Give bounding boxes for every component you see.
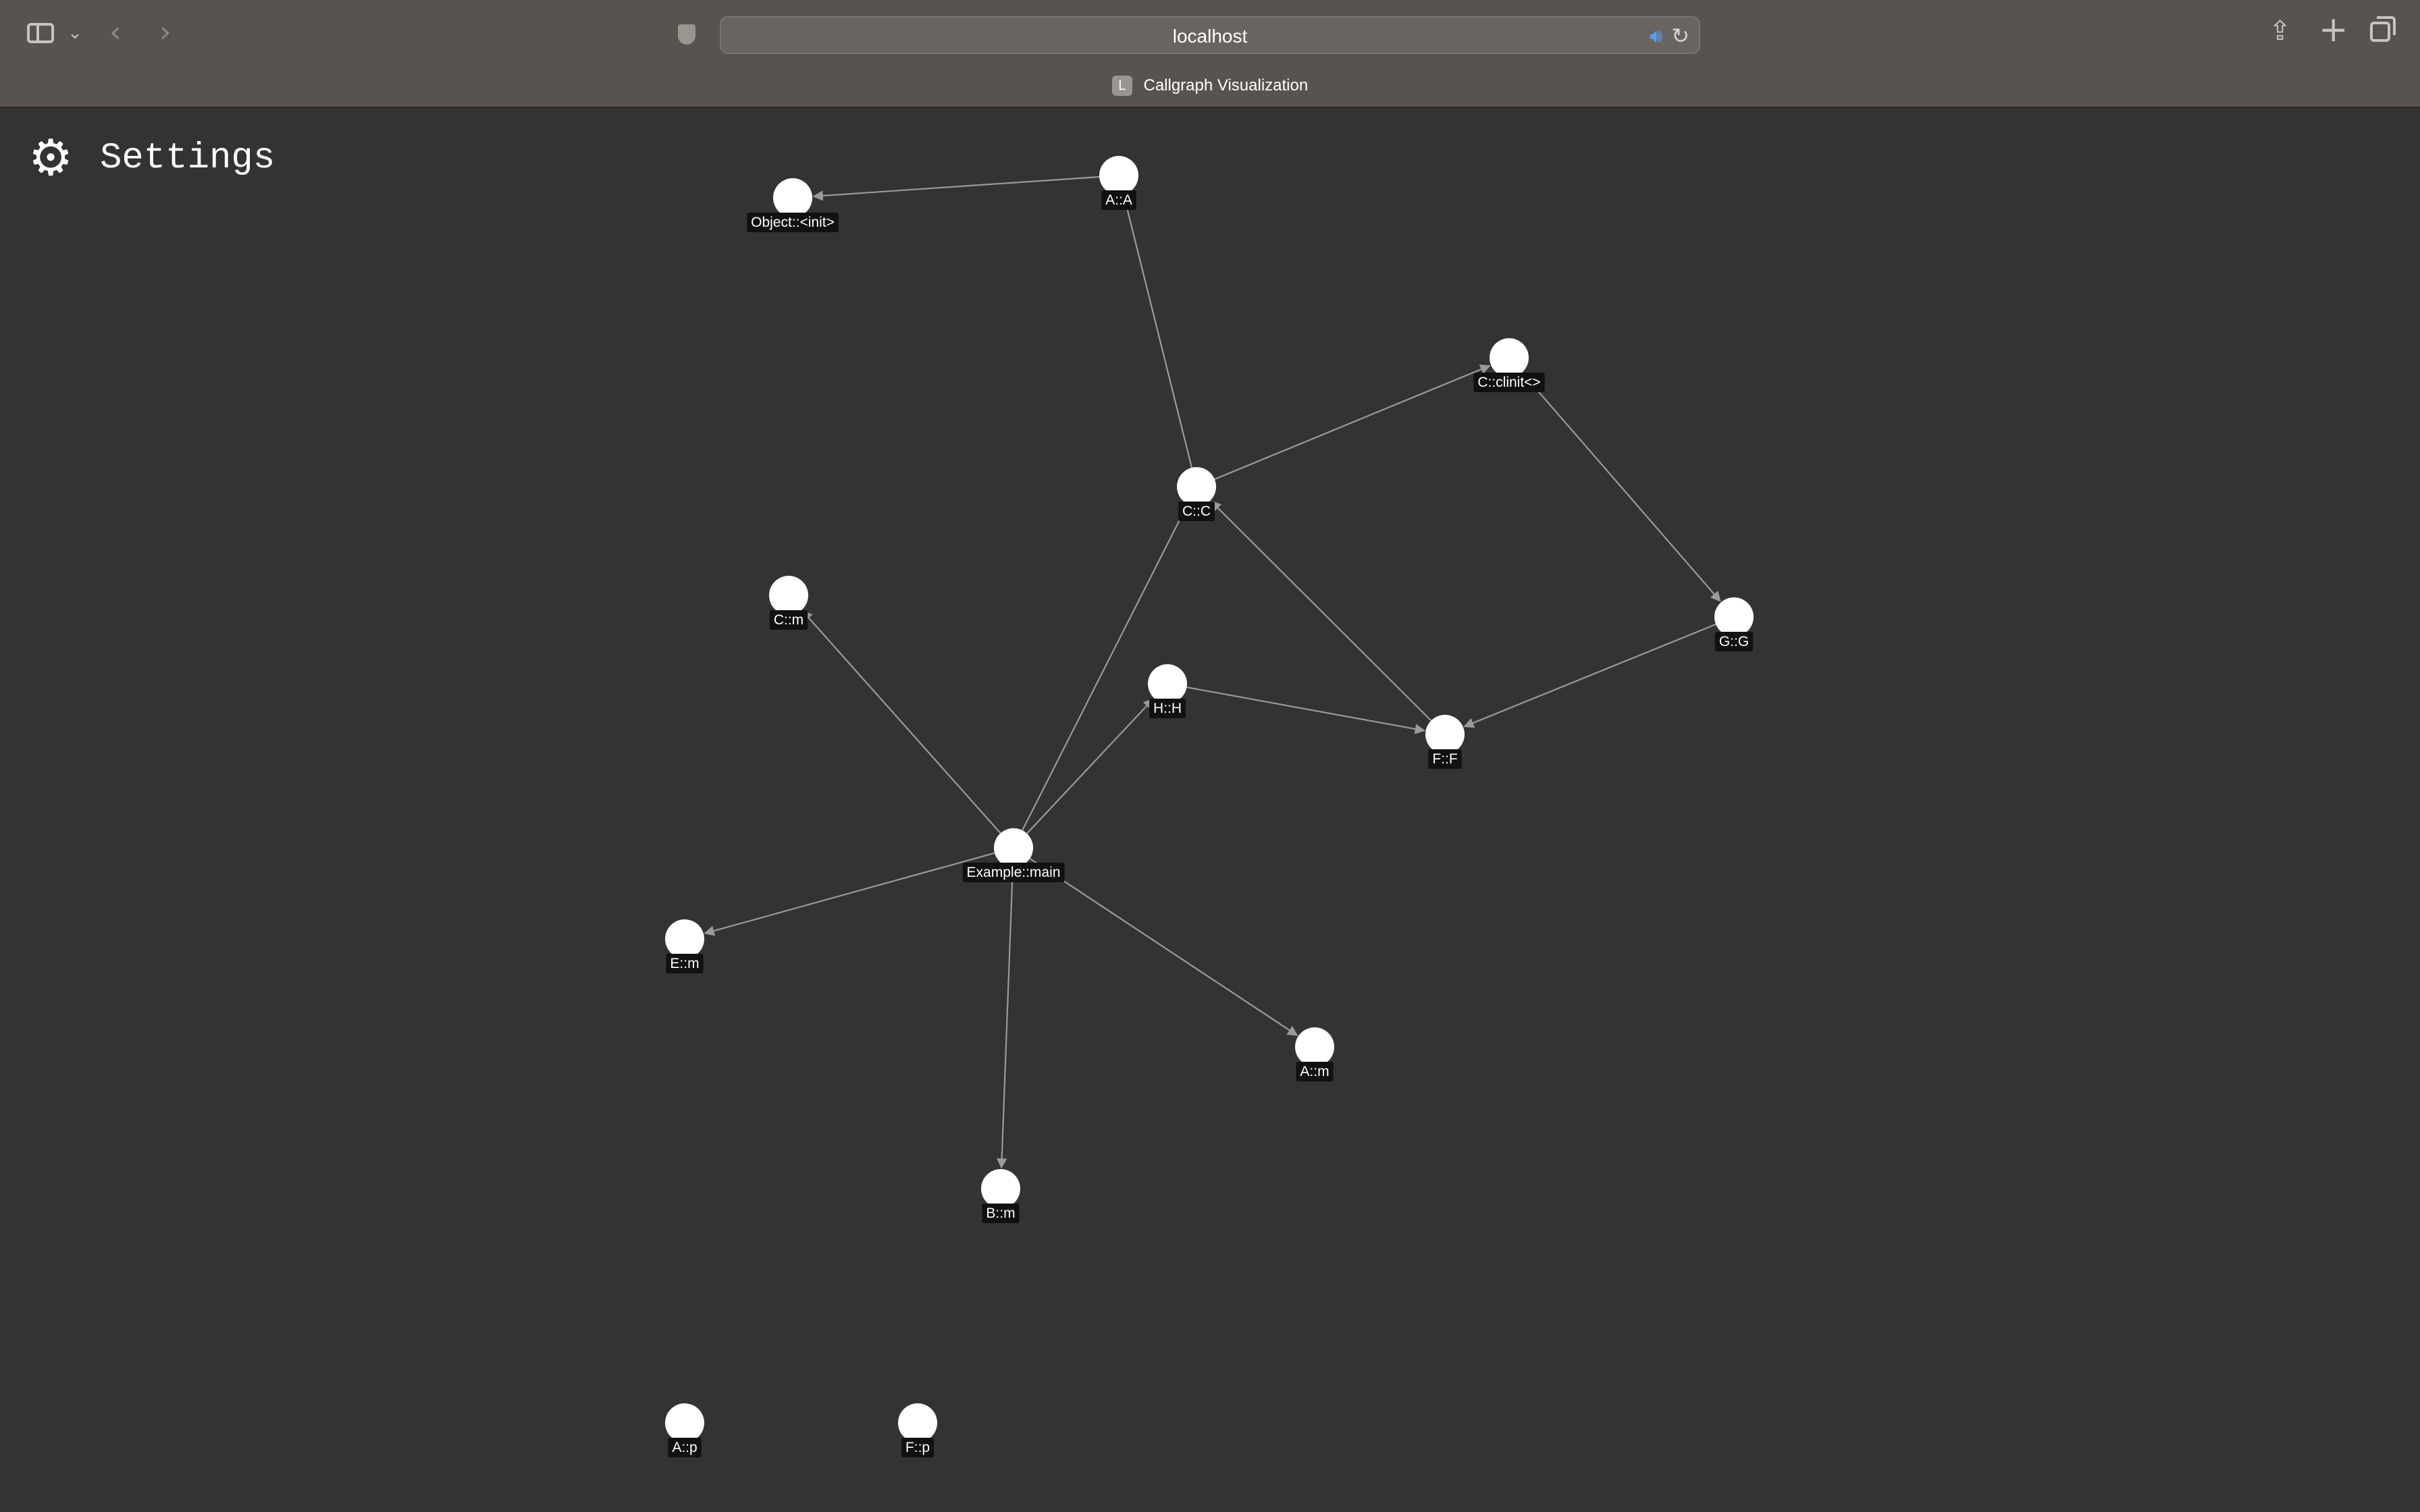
graph-edge-example_main-to-c_c [1022,504,1188,831]
new-tab-button[interactable]: + [2319,9,2348,50]
tab-overview-icon[interactable] [2370,16,2396,42]
graph-node-e_m[interactable]: E::m [665,919,704,973]
share-icon[interactable]: ⇪ [2269,16,2292,47]
graph-node-circle[interactable] [1177,467,1216,506]
tab-favicon-icon: L [1111,76,1132,96]
graph-node-label-background [1714,632,1754,651]
graph-edge-a_a-to-object_init [812,176,1100,201]
graph-node-label-background [1473,373,1545,392]
graph-edge-example_main-to-h_h [1026,698,1154,834]
settings-label: Settings [100,138,275,179]
graph-node-circle[interactable] [773,178,812,217]
graph-node-circle[interactable] [665,1403,704,1442]
graph-node-label-background [1101,190,1136,210]
audio-playing-icon[interactable]: 🔊︎ [1650,24,1662,48]
graph-node-object_init[interactable]: Object::<init> [747,178,839,232]
graph-node-label-background [982,1204,1020,1223]
graph-node-label: C::m [774,612,804,628]
forward-button[interactable]: › [159,15,172,49]
graph-node-c_clinit[interactable]: C::clinit<> [1473,338,1545,392]
graph-edge-example_main-to-e_m [704,852,995,936]
graph-node-label: A::p [672,1440,697,1455]
graph-node-label: C::clinit<> [1477,375,1540,390]
graph-node-circle[interactable] [1099,156,1138,195]
graph-node-a_p[interactable]: A::p [665,1403,704,1457]
graph-node-label-background [668,1438,702,1457]
graph-edge-example_main-to-c_m [801,610,1001,834]
graph-edge-f_f-to-c_c [1210,500,1432,722]
gear-icon[interactable]: ⚙ [28,129,74,187]
graph-node-circle[interactable] [1490,338,1529,377]
graph-edge-example_main-to-a_m [1029,858,1298,1036]
graph-node-label: A::m [1300,1064,1329,1079]
browser-toolbar: ⌄ ‹ › localhost 🔊︎ ↻ ⇪ + L Callgraph Vis… [0,0,2420,108]
privacy-shield-icon[interactable] [678,24,695,45]
graph-node-a_m[interactable]: A::m [1295,1027,1334,1081]
graph-node-c_c[interactable]: C::C [1177,467,1216,521]
graph-node-label: E::m [670,956,699,971]
graph-node-c_m[interactable]: C::m [769,576,808,630]
graph-node-circle[interactable] [994,828,1033,867]
address-text: localhost [1172,26,1248,47]
graph-edge-example_main-to-b_m [996,867,1014,1169]
graph-node-label: F::p [905,1440,930,1455]
graph-edge-c_c-to-c_clinit [1214,364,1491,480]
graph-node-circle[interactable] [1425,715,1465,754]
graph-node-label-background [747,213,839,232]
graph-node-label-background [666,954,704,973]
graph-node-label: Example::main [967,865,1061,880]
graph-node-label: F::F [1432,751,1457,767]
graph-edge-g_g-to-f_f [1463,623,1716,728]
graph-node-circle[interactable] [898,1403,937,1442]
graph-node-label: C::C [1182,504,1211,519]
graph-node-f_f[interactable]: F::F [1425,715,1465,769]
graph-node-label-background [1178,502,1215,521]
nodes-layer: Object::<init> A::AC::clinit<>C::CC::mG::… [665,156,1754,1457]
tab-active[interactable]: L Callgraph Visualization [0,76,2420,96]
graph-node-a_a[interactable]: A::A [1099,156,1138,210]
graph-edge-c_clinit-to-g_g [1521,372,1721,602]
graph-node-circle[interactable] [769,576,808,615]
back-button[interactable]: ‹ [109,15,122,49]
graph-node-label-background [901,1438,935,1457]
graph-node-example_main[interactable]: Example::main [962,828,1065,882]
graph-node-g_g[interactable]: G::G [1714,597,1754,651]
graph-node-circle[interactable] [1714,597,1754,637]
graph-node-circle[interactable] [665,919,704,959]
graph-node-label-background [962,863,1065,882]
graph-node-b_m[interactable]: B::m [981,1169,1020,1223]
sidebar-toggle-icon[interactable] [27,23,54,43]
graph-node-h_h[interactable]: H::H [1148,664,1187,718]
tab-title: Callgraph Visualization [1143,76,1309,94]
graph-node-label-background [1428,749,1462,769]
graph-node-label-background [769,610,808,630]
edges-layer [704,176,1721,1169]
graph-node-f_p[interactable]: F::p [898,1403,937,1457]
address-bar[interactable]: localhost 🔊︎ ↻ [720,16,1700,54]
reload-icon[interactable]: ↻ [1671,23,1689,49]
graph-node-label: B::m [986,1206,1015,1221]
graph-node-label-background [1149,699,1186,718]
graph-node-circle[interactable] [1295,1027,1334,1066]
graph-node-label: Object::<init> [751,215,835,230]
graph-edge-c_c-to-a_a [1121,194,1193,468]
graph-node-label: G::G [1719,634,1749,649]
graph-node-label: H::H [1153,701,1182,716]
graph-node-label-background [1296,1062,1334,1081]
graph-node-circle[interactable] [981,1169,1020,1208]
callgraph-canvas[interactable]: Object::<init> A::AC::clinit<>C::CC::mG::… [0,108,2420,1512]
graph-node-circle[interactable] [1148,664,1187,703]
chevron-down-icon[interactable]: ⌄ [68,23,82,43]
graph-node-label: A::A [1105,192,1132,208]
graph-edge-h_h-to-f_f [1186,686,1426,734]
